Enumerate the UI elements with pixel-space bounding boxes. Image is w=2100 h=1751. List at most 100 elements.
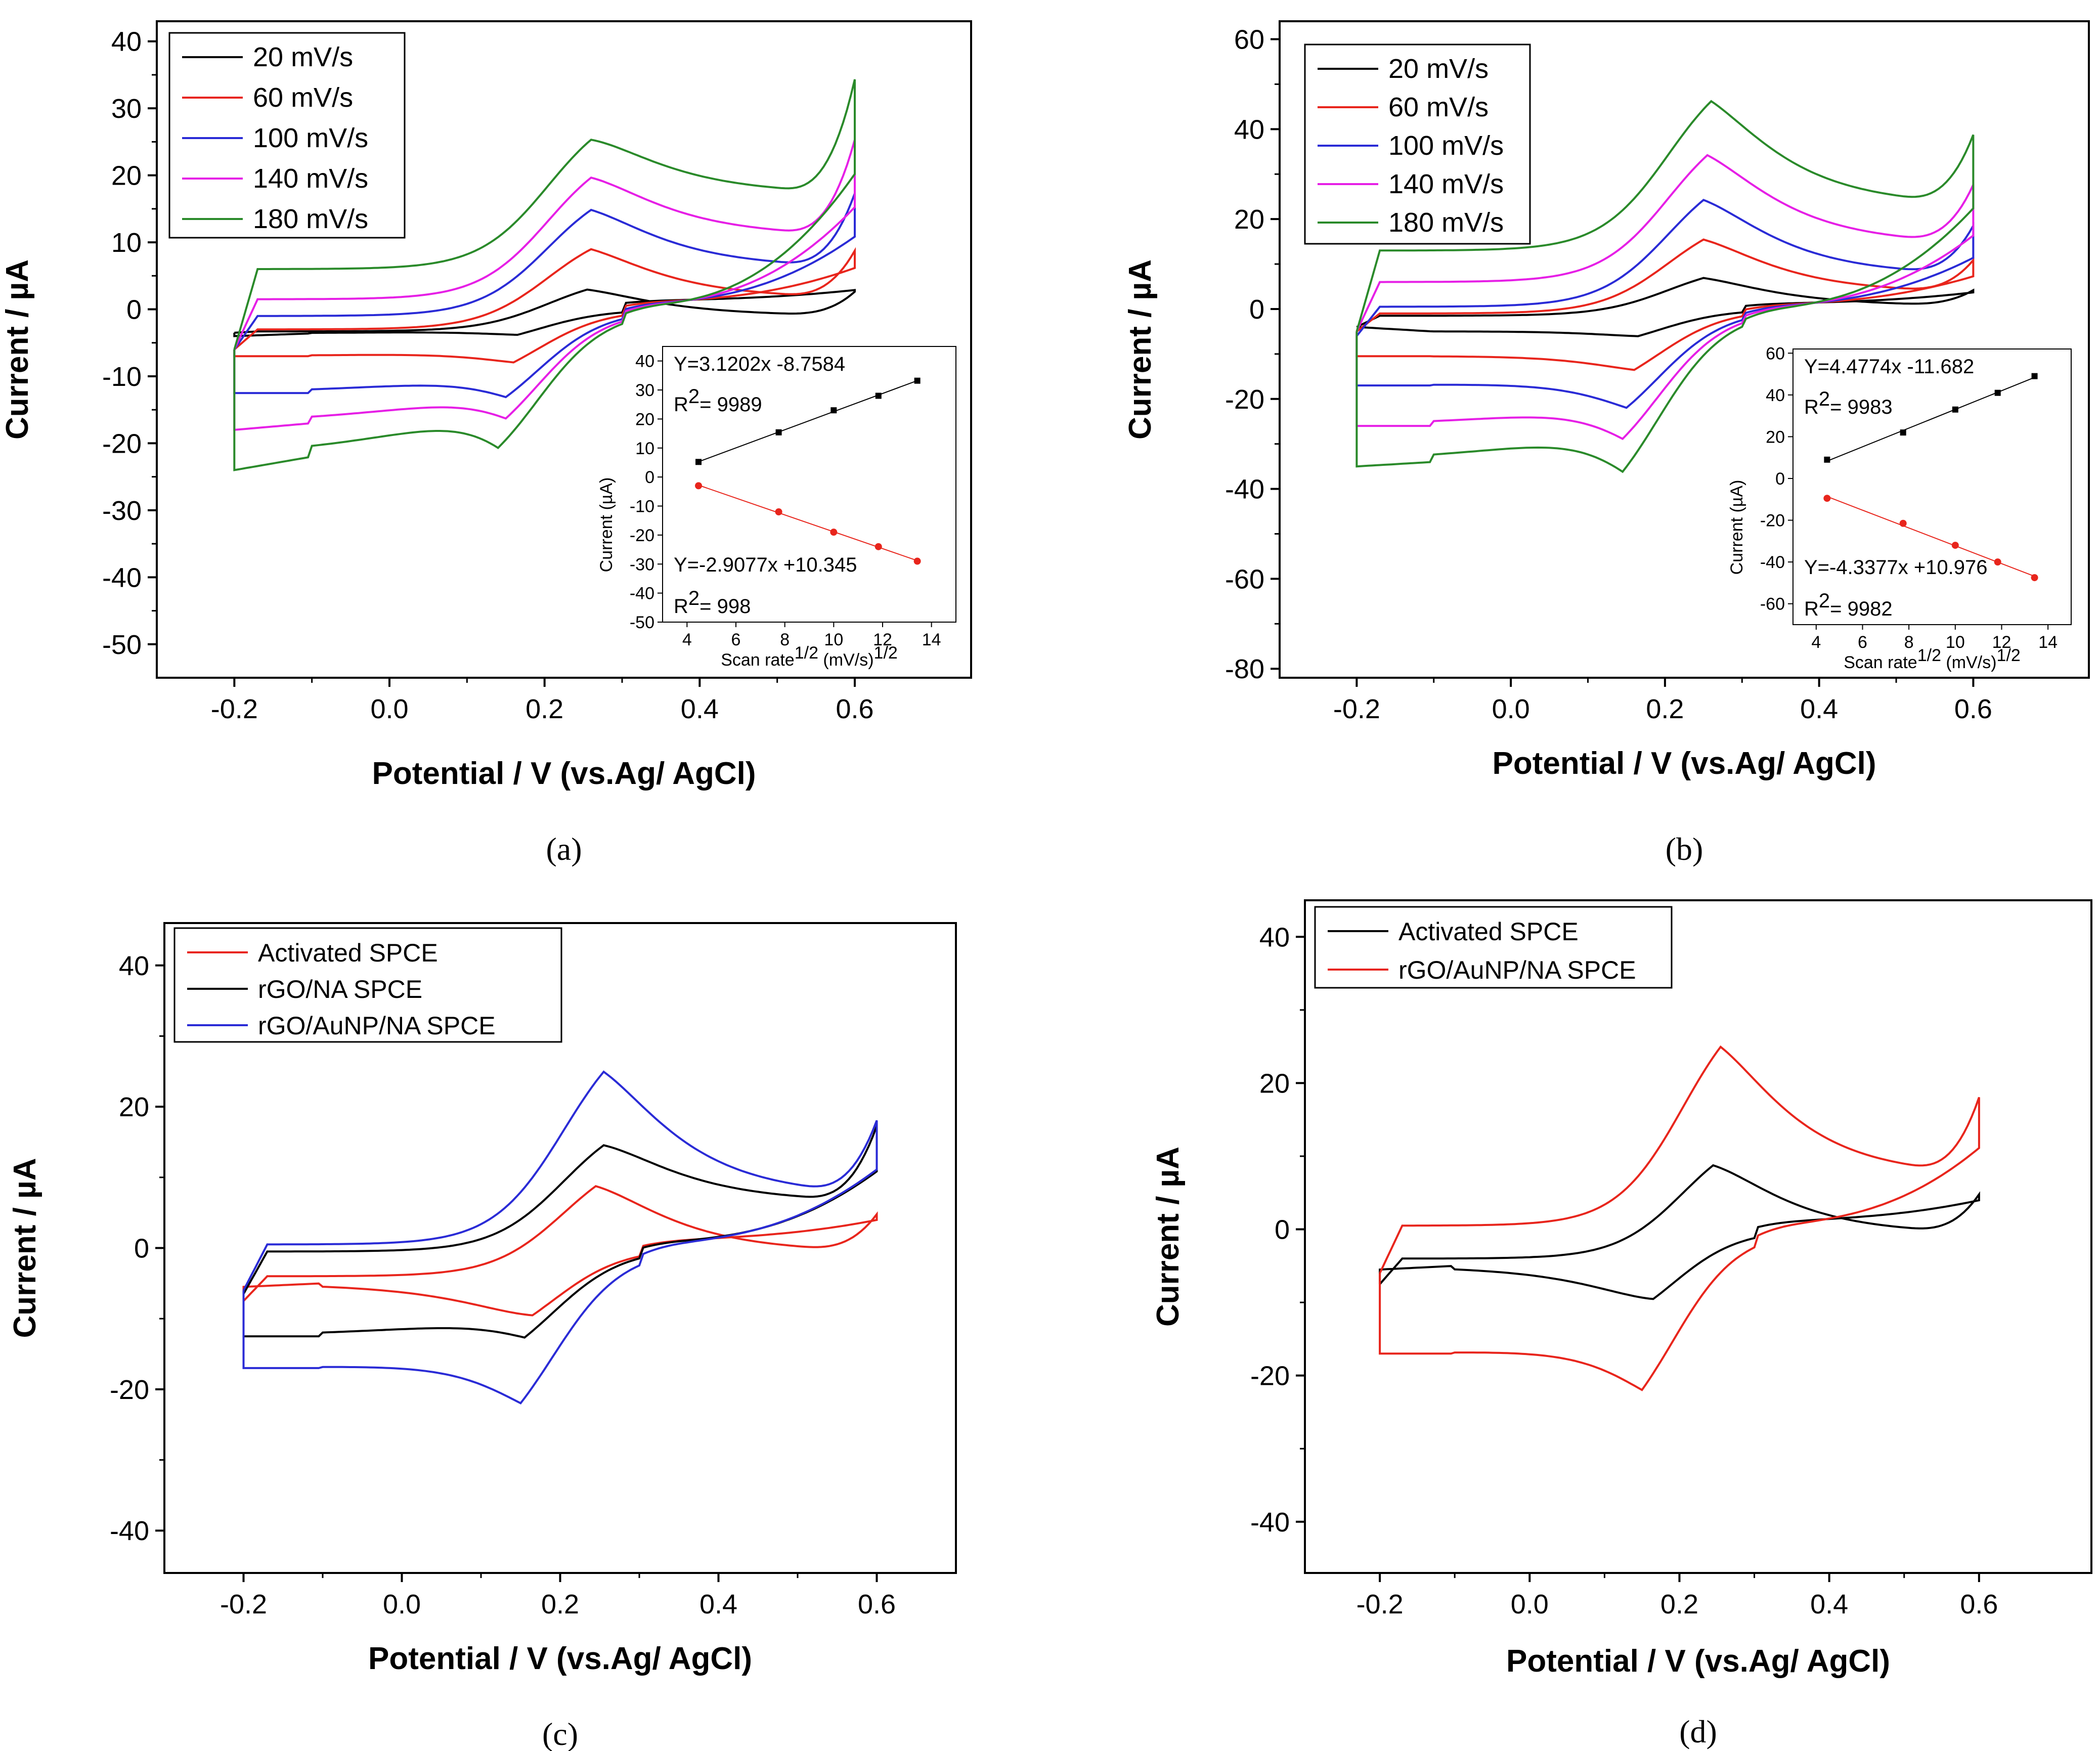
inset-x-tick-label: 8: [780, 630, 790, 649]
y-tick-label: -60: [1225, 564, 1264, 594]
y-tick-label: -40: [1225, 474, 1264, 505]
x-tick-label: 0.4: [1810, 1589, 1848, 1619]
inset-x-axis-title: Scan rate1/2 (mV/s)1/2: [1844, 646, 2021, 672]
y-tick-label: -50: [102, 630, 142, 660]
inset-frame: [662, 346, 956, 623]
legend-box: [168, 32, 406, 239]
legend-label: 180 mV/s: [253, 204, 368, 234]
x-tick-label: 0.2: [1660, 1589, 1698, 1619]
legend-label: rGO/AuNP/NA SPCE: [1398, 956, 1636, 984]
legend-label: 140 mV/s: [253, 163, 368, 194]
subfigure-label: (a): [546, 831, 582, 867]
inset-point-cathodic: [913, 557, 921, 565]
x-axis-title: Potential / V (vs.Ag/ AgCl): [1493, 746, 1876, 781]
legend-label: 100 mV/s: [1388, 130, 1504, 161]
y-tick-label: -80: [1225, 654, 1264, 684]
inset-y-tick-label: -60: [1760, 595, 1785, 614]
inset-point-cathodic: [830, 529, 838, 536]
inset-point-anodic: [830, 407, 837, 414]
r2-prefix: R: [1804, 598, 1819, 620]
inset-y-axis-title: Current (µA): [1727, 480, 1746, 575]
y-tick-label: 10: [111, 228, 142, 258]
inset-point-anodic: [2031, 373, 2038, 379]
y-tick-label: 0: [126, 295, 142, 325]
inset-point-cathodic: [1951, 542, 1959, 549]
y-tick-label: 0: [1249, 294, 1264, 325]
x-tick-label: 0.0: [383, 1589, 421, 1619]
cv-curve-100-mv-s: [1355, 198, 1975, 409]
r2-value: = 9982: [1830, 598, 1892, 620]
legend-box: [1304, 43, 1531, 245]
x-tick-label: 0.0: [370, 694, 408, 724]
y-tick-label: -40: [1250, 1507, 1290, 1538]
legend-label: rGO/NA SPCE: [258, 975, 422, 1003]
x-tick-label: 0.4: [1800, 694, 1838, 724]
inset-x-tick-label: 14: [2038, 633, 2058, 652]
legend-label: 100 mV/s: [253, 123, 368, 153]
inset-y-tick-label: -40: [630, 584, 654, 603]
cv-curve-140-mv-s: [1355, 154, 1975, 441]
x-tick-label: 0.0: [1511, 1589, 1549, 1619]
x-axis-title: Potential / V (vs.Ag/ AgCl): [372, 756, 756, 791]
inset-equation-cathodic: Y=-4.3377x +10.976: [1804, 556, 1988, 579]
y-axis-title: Current / µA: [8, 1158, 42, 1338]
inset-equation-cathodic: Y=-2.9077x +10.345: [674, 554, 857, 576]
cv-curve-100-mv-s: [233, 193, 856, 399]
inset-y-tick-label: 20: [1766, 427, 1785, 447]
x-axis-title: Potential / V (vs.Ag/ AgCl): [368, 1641, 752, 1676]
inset-y-tick-label: 30: [635, 381, 654, 400]
cv-curve-rgo-na-spce: [242, 1125, 878, 1339]
inset-x-tick-label: 6: [1858, 633, 1867, 652]
inset-point-anodic: [695, 459, 702, 465]
inset-y-tick-label: -40: [1760, 553, 1785, 572]
cv-curve-180-mv-s: [1355, 100, 1975, 473]
legend-label: rGO/AuNP/NA SPCE: [258, 1012, 496, 1040]
inset-x-tick-label: 8: [1904, 633, 1914, 652]
cv-curve-rgo-aunp-na-spce: [242, 1070, 878, 1405]
inset-r2-anodic: R2= 9989: [674, 385, 762, 416]
cv-curve-20-mv-s: [1356, 277, 1975, 337]
x-tick-label: -0.2: [220, 1589, 267, 1619]
r2-sup: 2: [688, 385, 699, 408]
inset-y-tick-label: 40: [1766, 386, 1785, 405]
inset-y-tick-label: 40: [635, 352, 654, 371]
legend: 20 mV/s 60 mV/s 100 mV/s 140 mV/s 180 mV/s: [1304, 43, 1531, 245]
x-axis-title: Potential / V (vs.Ag/ AgCl): [1506, 1644, 1890, 1679]
panel-d: -0.2 0.0 0.2 0.4 0.6 -40 -20 0 20 40 Potential / V…: [1151, 899, 2092, 1749]
r2-sup: 2: [1819, 388, 1830, 410]
inset-x-title-sup: 1/2: [795, 643, 818, 663]
x-tick-label: 0.2: [541, 1589, 579, 1619]
y-axis-title: Current / µA: [1123, 259, 1158, 440]
legend-box: [1314, 906, 1673, 989]
y-tick-label: -40: [110, 1516, 149, 1546]
plot-frame: [156, 20, 972, 679]
inset-point-cathodic: [1823, 495, 1831, 502]
r2-prefix: R: [674, 393, 688, 416]
inset-equation-anodic: Y=3.1202x -8.7584: [674, 353, 845, 375]
inset-point-anodic: [775, 429, 782, 435]
r2-value: = 9983: [1830, 396, 1892, 418]
subfigure-label: (b): [1666, 831, 1703, 867]
legend-label: Activated SPCE: [258, 939, 438, 967]
legend-label: 20 mV/s: [1388, 54, 1489, 84]
inset-point-anodic: [1900, 429, 1906, 436]
r2-prefix: R: [1804, 396, 1819, 418]
y-tick-label: 0: [1275, 1215, 1290, 1245]
x-tick-label: 0.4: [681, 694, 719, 724]
y-tick-label: 30: [111, 94, 142, 124]
legend-label: 20 mV/s: [253, 42, 353, 72]
x-tick-label: 0.0: [1492, 694, 1530, 724]
inset-point-cathodic: [1994, 558, 2001, 566]
inset-y-tick-label: 10: [635, 439, 654, 458]
inset-point-anodic: [875, 392, 882, 399]
inset-point-anodic: [1824, 456, 1830, 463]
inset-x-tick-label: 4: [1811, 633, 1821, 652]
cv-curve-60-mv-s: [1355, 238, 1975, 371]
y-tick-label: -20: [102, 428, 142, 459]
inset-x-title-sup: 1/2: [1917, 646, 1941, 665]
subfigure-label: (d): [1679, 1714, 1717, 1749]
panel-a: -0.2 0.0 0.2 0.4 0.6-50-40-30-20-10010203040…: [0, 20, 972, 867]
cv-curve-60-mv-s: [233, 247, 856, 364]
subfigure-label: (c): [542, 1716, 578, 1751]
inset-point-anodic: [1994, 389, 2001, 396]
